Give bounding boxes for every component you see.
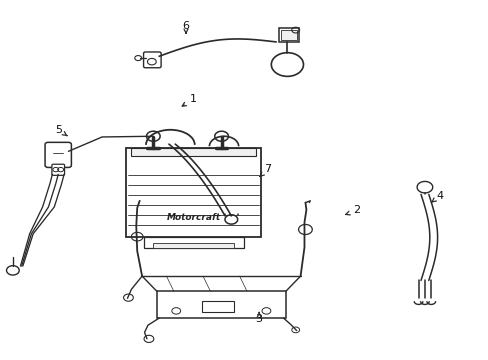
Bar: [202, 301, 233, 312]
Text: 1: 1: [189, 94, 196, 104]
Bar: [153, 243, 233, 248]
FancyBboxPatch shape: [45, 142, 71, 167]
Bar: [278, 28, 299, 42]
FancyBboxPatch shape: [143, 52, 161, 68]
Text: 4: 4: [435, 191, 442, 201]
Text: 7: 7: [264, 164, 271, 174]
Bar: [143, 237, 243, 248]
Text: Motorcraft: Motorcraft: [166, 213, 220, 222]
FancyBboxPatch shape: [52, 164, 64, 175]
Bar: [131, 148, 255, 156]
Bar: [126, 148, 260, 237]
Text: 3: 3: [255, 314, 262, 324]
Text: 5: 5: [55, 125, 61, 135]
Text: 6: 6: [182, 21, 189, 31]
Text: 2: 2: [352, 206, 360, 216]
Bar: [280, 30, 297, 40]
Bar: [157, 291, 285, 318]
